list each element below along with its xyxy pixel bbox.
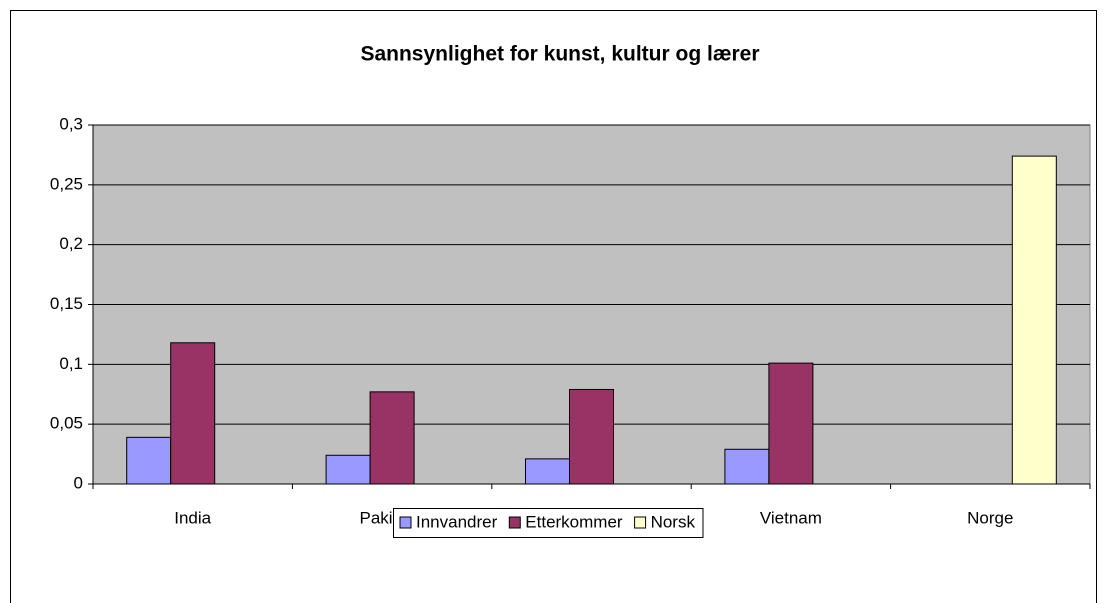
bar — [126, 436, 172, 485]
bar — [1011, 155, 1057, 485]
bar — [724, 448, 770, 485]
bar — [325, 454, 371, 485]
bar — [369, 391, 415, 485]
x-tick-label: Norge — [967, 508, 1013, 527]
legend-label: Innvandrer — [416, 512, 498, 531]
x-tick-label: India — [174, 508, 211, 527]
y-tick-label: 0 — [74, 473, 83, 492]
y-tick-label: 0,05 — [50, 414, 83, 433]
x-tick-label: Vietnam — [760, 508, 822, 527]
y-tick-label: 0,25 — [50, 174, 83, 193]
y-tick-label: 0,1 — [59, 354, 83, 373]
legend-swatch — [399, 516, 412, 529]
y-tick-label: 0,15 — [50, 294, 83, 313]
bar — [768, 362, 814, 485]
legend-swatch — [508, 516, 521, 529]
legend-label: Norsk — [651, 512, 696, 531]
bar — [569, 388, 614, 485]
bar — [170, 342, 216, 485]
y-tick-label: 0,2 — [59, 234, 83, 253]
legend-box — [393, 508, 704, 538]
chart-title: Sannsynlighet for kunst, kultur og lærer — [360, 43, 759, 66]
y-tick-label: 0,3 — [59, 114, 83, 133]
bar — [525, 458, 570, 485]
legend-label: Etterkommer — [525, 512, 623, 531]
legend-swatch — [634, 516, 647, 529]
